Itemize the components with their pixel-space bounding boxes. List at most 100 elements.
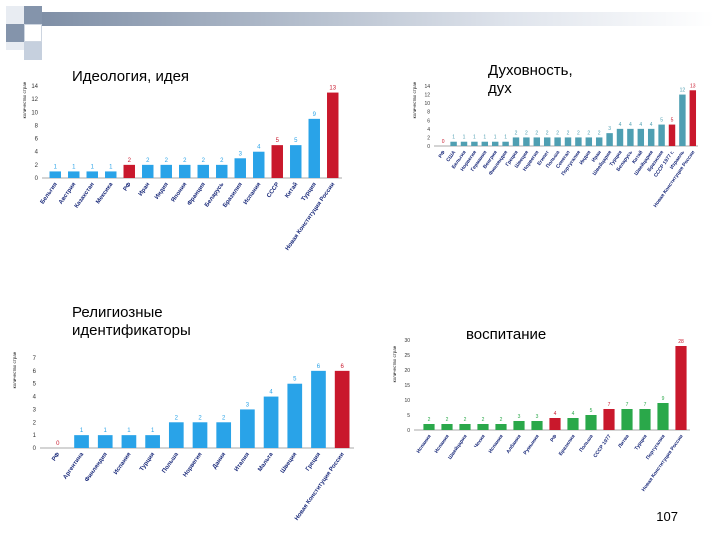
data-label: 1 [473, 135, 476, 141]
y-tick-label: 20 [404, 368, 410, 374]
bar [460, 141, 468, 146]
data-label: 28 [678, 339, 684, 345]
data-label: 2 [598, 130, 601, 136]
bar [86, 171, 98, 178]
data-label: 2 [220, 158, 224, 164]
data-label: 1 [72, 164, 76, 170]
data-label: 6 [317, 364, 321, 370]
bar [290, 145, 302, 178]
bar [121, 435, 137, 448]
data-label: 4 [257, 145, 261, 151]
deco-square [6, 6, 24, 24]
bar [471, 141, 478, 146]
chart-spirituality: количество стран024681012140РФ1США1Бельг… [412, 81, 698, 209]
bar [564, 137, 572, 146]
data-label: 3 [608, 126, 611, 132]
data-label: 2 [567, 130, 570, 136]
chart-title-upbringing: воспитание [466, 326, 547, 343]
category-tick-label: Новая Конституция России [294, 451, 346, 521]
y-tick-label: 25 [404, 353, 410, 359]
data-label: 4 [554, 411, 557, 417]
bar [621, 409, 633, 430]
bar [616, 128, 624, 146]
category-tick-label: Иран [138, 181, 152, 197]
data-label: 5 [671, 118, 674, 124]
y-tick-label: 1 [33, 433, 37, 439]
data-label: 4 [572, 411, 575, 417]
y-axis-label: количество стран [392, 345, 397, 382]
y-tick-label: 12 [424, 93, 430, 99]
data-label: 2 [525, 130, 528, 136]
bar [585, 415, 597, 430]
bar [639, 409, 651, 430]
bar [481, 141, 489, 146]
data-label: 4 [650, 122, 653, 128]
bar [263, 396, 279, 448]
category-tick-label: Норвегия [182, 451, 203, 478]
data-label: 5 [294, 138, 298, 144]
chart-title-spirituality: Духовность, дух [488, 62, 573, 97]
category-tick-label: Швеция [280, 451, 299, 474]
category-tick-label: Испания [434, 434, 451, 455]
data-label: 0 [442, 139, 445, 145]
bar [308, 118, 320, 178]
y-tick-label: 8 [427, 110, 430, 116]
category-tick-label: Дания [212, 451, 228, 470]
y-tick-label: 12 [31, 97, 38, 103]
bar [423, 424, 435, 430]
data-label: 1 [483, 135, 486, 141]
bar [595, 137, 603, 146]
bar [575, 137, 582, 146]
bar [287, 383, 303, 448]
category-tick-label: Индия [578, 150, 592, 166]
y-tick-label: 6 [33, 369, 37, 375]
y-tick-label: 10 [31, 110, 38, 116]
bar [512, 137, 520, 146]
data-label: 1 [494, 135, 497, 141]
category-tick-label: РФ [51, 452, 61, 463]
bar [160, 164, 172, 178]
bar [491, 141, 499, 146]
chart-religion: количество стран 0 1 2 3 4 5 6 7 0 РФ 1 Аргентина 1 Фи… [12, 351, 354, 522]
category-tick-label: Чехия [473, 434, 487, 450]
data-label: 2 [515, 130, 518, 136]
category-tick-label: Румыния [523, 434, 541, 456]
bar [97, 435, 113, 448]
data-label: 1 [504, 135, 507, 141]
data-label: 9 [662, 396, 665, 402]
y-tick-label: 14 [31, 84, 38, 90]
y-tick-label: 4 [427, 127, 430, 133]
bar [647, 128, 655, 146]
bar [627, 128, 634, 146]
data-label: 2 [446, 417, 449, 423]
deco-square [6, 42, 24, 50]
bar [441, 424, 453, 430]
bar [253, 151, 265, 178]
data-label: 1 [452, 135, 455, 141]
category-tick-label: Бразилия [222, 181, 244, 209]
data-label: 7 [626, 402, 629, 408]
data-label: 2 [577, 130, 580, 136]
data-label: 3 [246, 402, 250, 408]
category-tick-label: Казахстан [74, 181, 96, 209]
y-tick-label: 2 [35, 163, 39, 169]
bar [192, 422, 208, 448]
bar [459, 424, 471, 430]
y-tick-label: 7 [33, 356, 37, 362]
bar [168, 422, 184, 448]
data-label: 3 [536, 414, 539, 420]
bar [679, 94, 686, 146]
y-tick-label: 0 [33, 446, 37, 452]
category-tick-label: Финляндия [84, 451, 109, 483]
category-tick-label: Италия [234, 451, 252, 473]
data-label: 4 [269, 390, 273, 396]
chart-ideology: количество стран024681012141Бельгия1Авст… [22, 81, 342, 252]
y-tick-label: 4 [35, 150, 39, 156]
data-label: 2 [428, 417, 431, 423]
bar [123, 164, 135, 178]
data-label: 2 [535, 130, 538, 136]
data-label: 2 [222, 415, 226, 421]
bar [495, 424, 507, 430]
y-tick-label: 6 [35, 137, 39, 143]
bar [658, 124, 665, 146]
